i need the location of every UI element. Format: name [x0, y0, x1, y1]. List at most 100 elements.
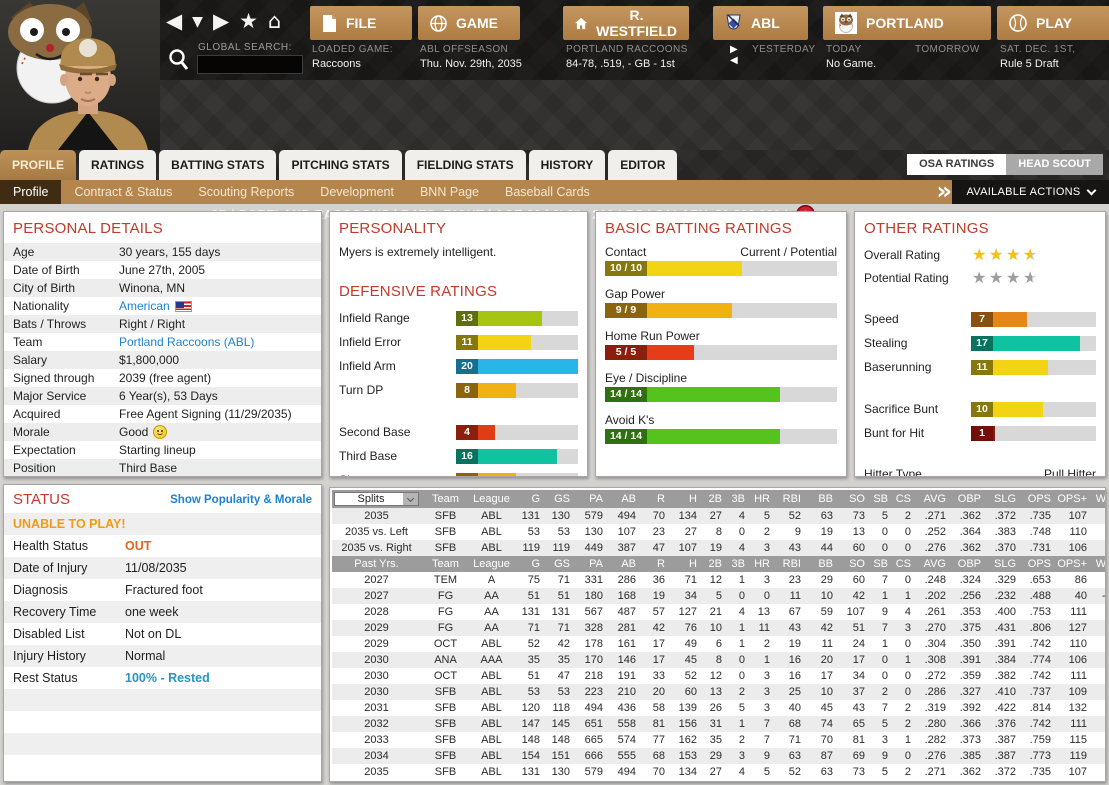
yesterday-nav-arrows[interactable]: ▶ ◀ — [730, 44, 738, 66]
column-header: AB — [606, 490, 639, 508]
stat-cell: 436 — [617, 702, 636, 714]
splits-dropdown-button[interactable] — [403, 493, 418, 505]
potential-rating-row: Potential Rating★★★★★★★★ — [855, 266, 1105, 289]
stat-cell: .422 — [994, 702, 1016, 714]
stat-cell: 67 — [788, 606, 801, 618]
tab-editor[interactable]: EDITOR — [608, 150, 678, 180]
stats-row[interactable]: 2035 vs. Left SFB ABL 53 53 130 107 23 27 8 0 2 9 19 1… — [332, 524, 1105, 540]
stats-row[interactable]: 2027 TEM A 75 71 331 286 36 71 12 1 3 23 29 60 7 0 .248 .3… — [332, 572, 1105, 588]
stats-row[interactable]: 2034 SFB ABL 154 151 666 555 68 153 29 3 9 63 87 69 9 0.… — [332, 748, 1105, 764]
forward-icon[interactable]: ▶ — [212, 9, 230, 33]
osa-ratings-button[interactable]: OSA RATINGS — [907, 154, 1007, 175]
stat-cell: 4 — [904, 606, 911, 618]
file-button[interactable]: FILE — [310, 6, 412, 40]
status-value[interactable]: 100% - Rested — [125, 671, 210, 685]
back-icon[interactable]: ◀ — [166, 9, 183, 33]
stat-cell: 63 — [820, 766, 833, 778]
tab-batting-stats[interactable]: BATTING STATS — [159, 150, 277, 180]
stat-cell: 449 — [573, 540, 606, 556]
subnav-item-scouting-reports[interactable]: Scouting Reports — [198, 185, 295, 199]
tab-history[interactable]: HISTORY — [528, 150, 606, 180]
row-label-cell: 2029 — [332, 620, 424, 636]
favorites-star-icon[interactable]: ★ — [239, 9, 258, 33]
stat-cell: AA — [484, 606, 499, 618]
tab-profile[interactable]: PROFILE — [0, 150, 77, 180]
stats-row[interactable]: 2029 FG AA 71 71 328 281 42 76 10 1 11 43 42 51 7 3.270.… — [332, 620, 1105, 636]
stat-cell: 51 — [836, 620, 868, 636]
show-popularity-morale-link[interactable]: Show Popularity & Morale — [170, 493, 312, 506]
stat-cell: 579 — [584, 766, 603, 778]
detail-value[interactable]: American — [119, 297, 192, 315]
stat-cell: 131 — [521, 606, 540, 618]
subnav-item-development[interactable]: Development — [320, 185, 394, 199]
column-header: BB — [804, 490, 836, 508]
subnav-item-profile[interactable]: Profile — [0, 180, 62, 204]
rating-bar: 8 — [456, 472, 578, 476]
stat-cell: 19 — [820, 526, 833, 538]
tab-ratings[interactable]: RATINGS — [79, 150, 157, 180]
status-value: Fractured foot — [125, 583, 203, 597]
subnav-item-bnn-page[interactable]: BNN Page — [419, 185, 480, 199]
tab-pitching-stats[interactable]: PITCHING STATS — [279, 150, 402, 180]
detail-label: Bats / Throws — [13, 317, 87, 331]
stat-cell: 81 — [852, 734, 865, 746]
stats-row[interactable]: 2030 SFB ABL 53 53 223 210 20 60 13 2 3 25 10 37 2 0.286… — [332, 684, 1105, 700]
rating-value: 8 — [456, 382, 478, 398]
status-row: Injury History Normal — [4, 645, 321, 667]
stat-cell: 0 — [725, 588, 748, 604]
today-label: TODAY — [826, 44, 862, 55]
stat-cell: 0 — [904, 670, 911, 682]
stat-cell: 43 — [773, 620, 804, 636]
subnav-item-contract-status[interactable]: Contract & Status — [74, 185, 173, 199]
stats-row[interactable]: 2032 SFB ABL 147 145 651 558 81 156 31 1 7 68 74 65 5 2.… — [332, 716, 1105, 732]
stat-cell: .353 — [959, 606, 981, 618]
global-search-input[interactable] — [197, 55, 303, 74]
rating-bar: 1 — [971, 425, 1096, 441]
stats-row[interactable]: 2030 ANA AAA 35 35 170 146 17 45 8 0 1 16 20 17 0 1.308.… — [332, 652, 1105, 668]
stats-row[interactable]: 2035 vs. Right SFB ABL 119 119 449 387 47 107 19 4… — [332, 540, 1105, 556]
stats-row[interactable]: 2035 SFB ABL 131 130 579 494 70 134 27 4 5 52 63 73 5 2.… — [332, 764, 1105, 780]
home-icon[interactable]: ⌂ — [267, 9, 282, 33]
status-label: Rest Status — [13, 671, 78, 685]
stats-table: Splits Team League G GS PA AB R H 2B 3B HR RBI BB SO SB… — [332, 490, 1105, 780]
stat-cell: 3 — [748, 684, 773, 700]
stat-cell: 109 — [1054, 684, 1090, 700]
play-button[interactable]: PLAY — [997, 6, 1109, 40]
detail-value[interactable]: Portland Raccoons (ABL) — [119, 335, 255, 349]
status-label: Date of Injury — [13, 561, 88, 575]
stat-cell: 146 — [606, 652, 639, 668]
column-header: H — [668, 556, 700, 572]
available-actions-button[interactable]: AVAILABLE ACTIONS — [952, 180, 1109, 204]
stat-cell: 7 — [763, 734, 770, 746]
stats-row[interactable]: 2029 OCT ABL 52 42 178 161 17 49 6 1 2 19 11 24 1 0 .304.… — [332, 636, 1105, 652]
us-flag-icon — [174, 300, 192, 312]
dropdown-history-icon[interactable]: ▼ — [192, 14, 203, 30]
stats-row[interactable]: 2033 SFB ABL 148 148 665 574 77 162 35 2 7 71 70 81 3 1.… — [332, 732, 1105, 748]
detail-row: Position Third Base — [4, 459, 321, 476]
column-header: BB — [804, 556, 836, 572]
stats-row[interactable]: 2028 FG AA 131 131 567 487 57 127 21 4 13 67 59 107 9 4.… — [332, 604, 1105, 620]
tab-fielding-stats[interactable]: FIELDING STATS — [404, 150, 526, 180]
abl-league-logo-icon — [726, 14, 741, 30]
detail-value: Right / Right — [119, 317, 186, 331]
rating-row: Infield Error 11 — [330, 330, 587, 354]
stat-cell: .248 — [924, 574, 946, 586]
subnav-item-baseball-cards[interactable]: Baseball Cards — [505, 185, 590, 199]
stat-cell: 1 — [881, 638, 888, 650]
head-scout-button[interactable]: HEAD SCOUT — [1006, 154, 1103, 175]
league-button[interactable]: ABL — [713, 6, 808, 40]
stat-cell: 2.0 — [1090, 540, 1105, 556]
game-button[interactable]: GAME — [418, 6, 520, 40]
stat-cell: 1 — [738, 574, 745, 586]
team-button[interactable]: PORTLAND — [823, 6, 991, 40]
stats-row[interactable]: 2027 FG AA 51 51 180 168 19 34 5 0 0 11 10 42 1 1.202.25… — [332, 588, 1105, 604]
stat-cell: 0 — [725, 652, 748, 668]
splits-dropdown[interactable]: Splits — [334, 492, 419, 506]
column-header: OBP — [949, 556, 984, 572]
stats-row[interactable]: 2035 SFB ABL 131 130 579 494 70 134 27 4 5 52 63 73 5 2.… — [332, 508, 1105, 524]
stats-row[interactable]: 2030 OCT ABL 51 47 218 191 33 52 12 0 3 16 17 34 0 0 .272… — [332, 668, 1105, 684]
search-icon[interactable] — [168, 48, 190, 72]
manager-button[interactable]: R. WESTFIELD — [563, 6, 689, 40]
top-bar: ◀ ▼ ▶ ★ ⌂ GLOBAL SEARCH: FILE LOADED GAM… — [0, 0, 1109, 80]
stats-row[interactable]: 2031 SFB ABL 120 118 494 436 58 139 26 5 3 40 45 43 7 2.… — [332, 700, 1105, 716]
